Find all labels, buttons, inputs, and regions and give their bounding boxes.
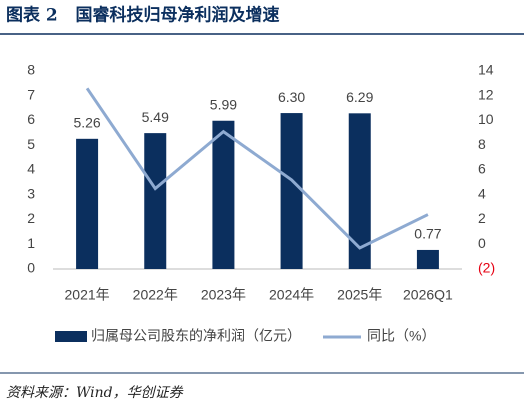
x-tick-label: 2024年 <box>269 287 314 303</box>
y2-tick-label: 12 <box>478 86 494 102</box>
x-tick-label: 2023年 <box>201 287 246 303</box>
chart-title: 图表 2 国睿科技归母净利润及增速 <box>6 5 280 26</box>
y-tick-label: 6 <box>27 111 35 127</box>
y2-tick-label: (2) <box>478 260 495 276</box>
bar <box>76 138 99 269</box>
data-label: 5.26 <box>73 115 100 131</box>
data-label: 5.49 <box>142 109 169 125</box>
y2-tick-label: 4 <box>478 185 486 201</box>
y-tick-label: 2 <box>27 210 35 226</box>
y2-tick-label: 2 <box>478 210 486 226</box>
line <box>85 87 429 250</box>
legend-label: 同比（%） <box>367 328 435 344</box>
bar <box>348 113 371 269</box>
bar <box>212 120 235 269</box>
y2-tick-label: 10 <box>478 111 494 127</box>
source-note: 资料来源：Wind，华创证券 <box>6 385 184 401</box>
data-label: 5.99 <box>210 96 237 112</box>
bar <box>144 133 167 269</box>
x-tick-label: 2022年 <box>133 287 178 303</box>
y2-tick-label: 6 <box>478 161 486 177</box>
bar <box>416 249 439 269</box>
x-tick-label: 2025年 <box>337 287 382 303</box>
y-tick-label: 8 <box>27 62 35 78</box>
y-tick-label: 4 <box>27 161 35 177</box>
y2-tick-label: 14 <box>478 62 494 78</box>
y-tick-label: 1 <box>27 235 35 251</box>
data-label: 6.30 <box>278 89 305 105</box>
y-tick-label: 7 <box>27 86 35 102</box>
y-tick-label: 0 <box>27 260 35 276</box>
data-label: 6.29 <box>346 89 373 105</box>
legend-swatch <box>55 331 87 342</box>
x-tick-label: 2021年 <box>65 287 110 303</box>
x-tick-label: 2026Q1 <box>403 287 453 303</box>
y-tick-label: 3 <box>27 185 35 201</box>
y-tick-label: 5 <box>27 136 35 152</box>
y2-tick-label: 8 <box>478 136 486 152</box>
legend-label: 归属母公司股东的净利润（亿元） <box>91 328 301 344</box>
y2-tick-label: 0 <box>478 235 486 251</box>
bar <box>280 113 303 269</box>
data-label: 0.77 <box>414 226 441 242</box>
